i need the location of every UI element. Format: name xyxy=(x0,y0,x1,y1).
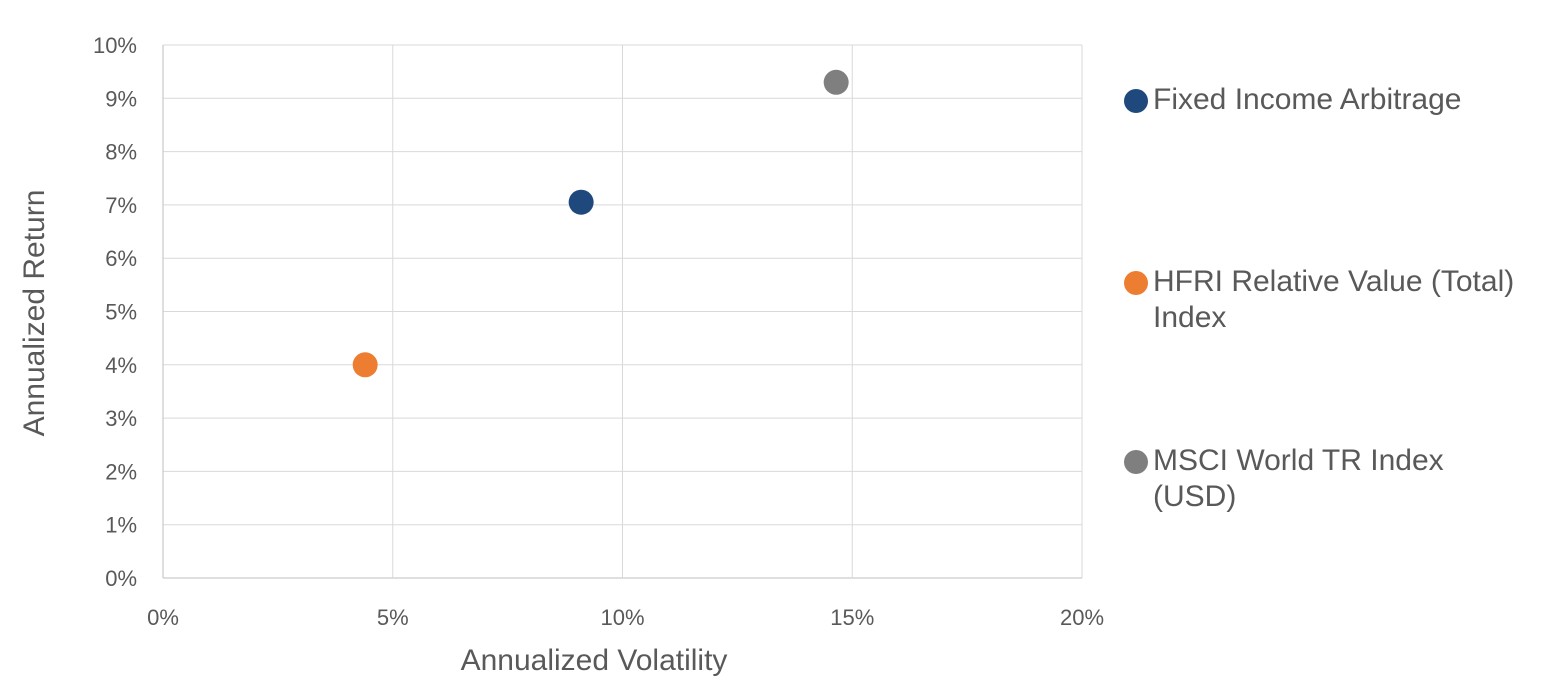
data-points xyxy=(352,69,849,378)
x-tick-label: 20% xyxy=(1060,605,1104,630)
legend-marker xyxy=(1124,89,1148,113)
x-tick-label: 0% xyxy=(147,605,179,630)
x-tick-label: 10% xyxy=(600,605,644,630)
x-axis-ticks: 0% 5% 10% 15% 20% xyxy=(147,605,1104,630)
legend: Fixed Income Arbitrage HFRI Relative Val… xyxy=(1124,0,1534,679)
legend-marker xyxy=(1124,271,1148,295)
data-point xyxy=(823,69,849,95)
y-tick-label: 1% xyxy=(105,513,137,538)
legend-label: Fixed Income Arbitrage xyxy=(1153,83,1462,116)
data-point xyxy=(352,352,378,378)
y-axis-title: Annualized Return xyxy=(18,190,51,437)
y-tick-label: 4% xyxy=(105,353,137,378)
x-tick-label: 5% xyxy=(377,605,409,630)
y-tick-label: 7% xyxy=(105,193,137,218)
legend-label: HFRI Relative Value (Total) Index xyxy=(1153,265,1515,334)
y-tick-label: 3% xyxy=(105,406,137,431)
legend-item-fixed-income-arbitrage: Fixed Income Arbitrage xyxy=(1124,82,1533,118)
y-tick-label: 6% xyxy=(105,246,137,271)
x-tick-label: 15% xyxy=(830,605,874,630)
data-point xyxy=(568,189,594,215)
grid-lines xyxy=(162,44,1083,579)
legend-marker xyxy=(1124,450,1148,474)
y-tick-label: 5% xyxy=(105,300,137,325)
x-axis-title: Annualized Volatility xyxy=(461,644,728,677)
legend-label: MSCI World TR Index (USD) xyxy=(1153,444,1444,513)
legend-item-hfri-relative-value: HFRI Relative Value (Total) Index xyxy=(1124,264,1533,336)
y-axis-ticks: 0% 1% 2% 3% 4% 5% 6% 7% 8% 9% 10% xyxy=(93,33,137,591)
y-tick-label: 10% xyxy=(93,33,137,58)
legend-item-msci-world: MSCI World TR Index (USD) xyxy=(1124,443,1533,515)
y-tick-label: 0% xyxy=(105,566,137,591)
y-tick-label: 2% xyxy=(105,459,137,484)
y-tick-label: 8% xyxy=(105,140,137,165)
y-tick-label: 9% xyxy=(105,86,137,111)
